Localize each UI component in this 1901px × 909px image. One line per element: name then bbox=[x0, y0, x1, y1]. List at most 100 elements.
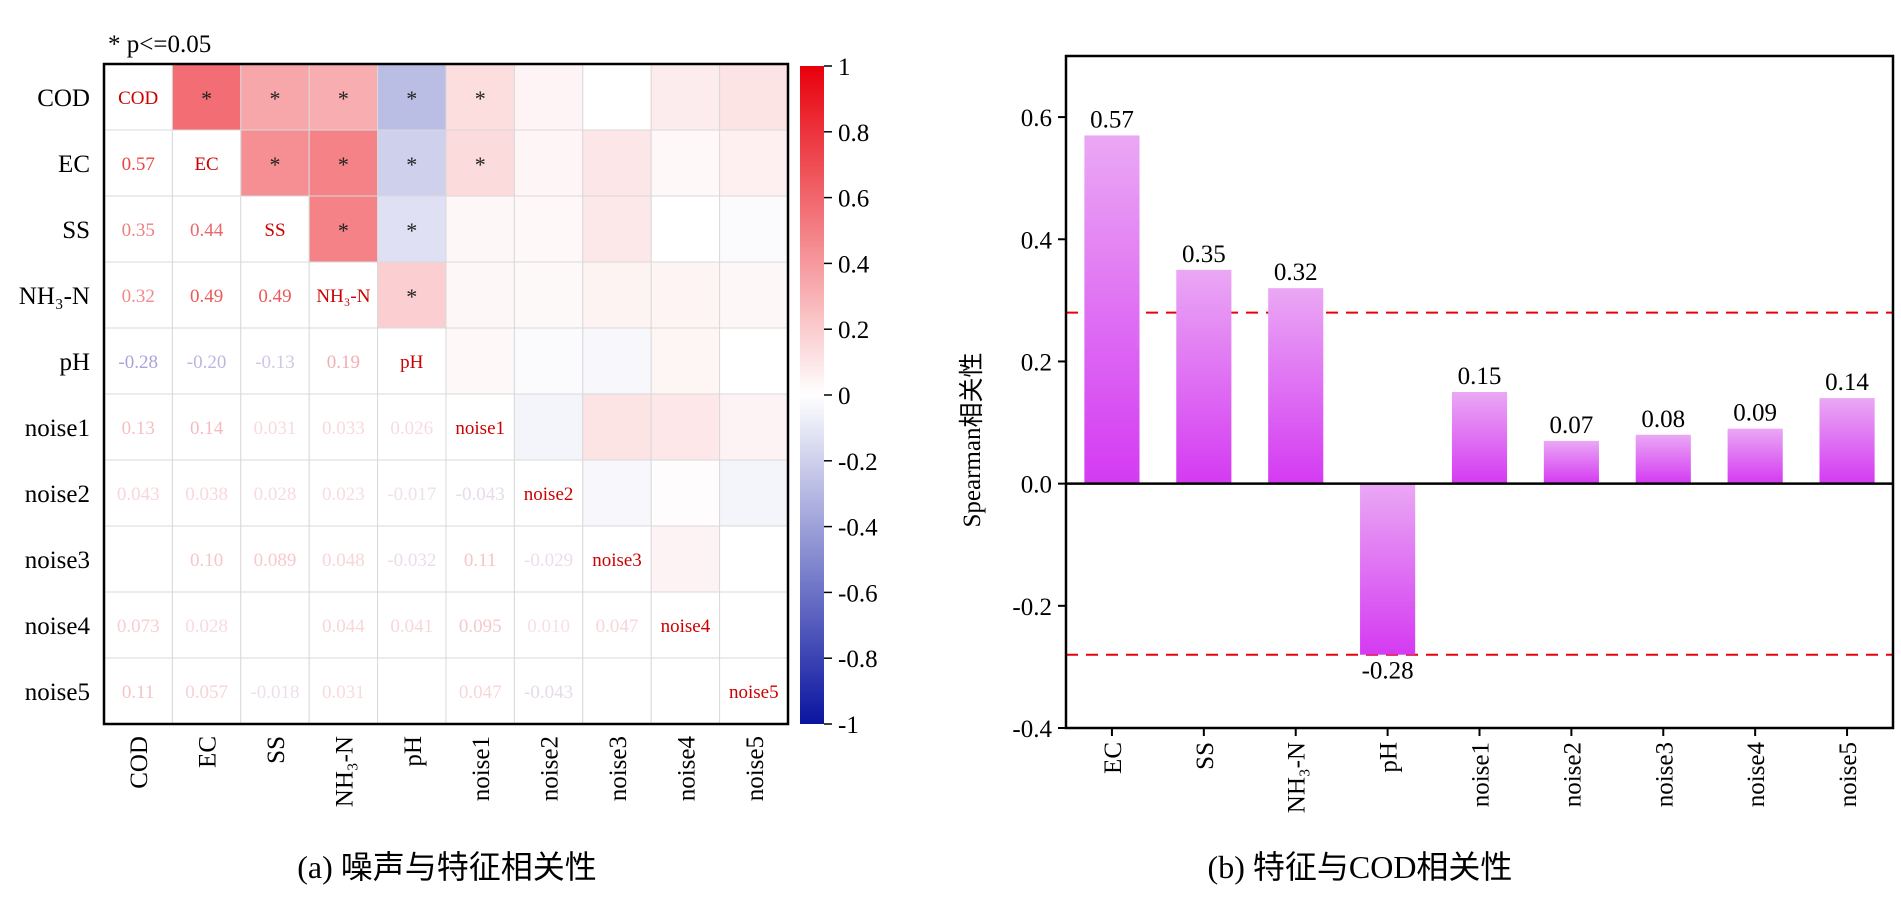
colorbar-tick-label: -0.4 bbox=[838, 515, 878, 542]
coefficient-label: -0.13 bbox=[255, 352, 295, 373]
significance-star: * bbox=[270, 152, 281, 177]
coefficient-label: 0.10 bbox=[190, 550, 223, 571]
coefficient-label: 0.32 bbox=[122, 286, 155, 307]
coefficient-label: 0.089 bbox=[254, 550, 297, 571]
significance-note: * p<=0.05 bbox=[108, 31, 211, 58]
bar-value-label: 0.08 bbox=[1641, 406, 1685, 433]
y-tick-label: 0.2 bbox=[1021, 349, 1052, 376]
heatmap-cell bbox=[582, 591, 652, 659]
x-tick-label: pH bbox=[1376, 742, 1403, 773]
heatmap-cell bbox=[650, 327, 721, 395]
heatmap-cell bbox=[171, 129, 242, 197]
heatmap-cell bbox=[308, 525, 379, 593]
diagonal-label: NH₃-N bbox=[316, 286, 370, 307]
bar bbox=[1543, 440, 1599, 484]
coefficient-label: 0.048 bbox=[322, 550, 365, 571]
diagonal-label: noise5 bbox=[729, 682, 779, 703]
heatmap-cell bbox=[719, 195, 789, 263]
significance-star: * bbox=[406, 86, 417, 111]
heatmap-cell bbox=[240, 459, 310, 527]
heatmap-cell bbox=[582, 195, 652, 263]
heatmap-cell bbox=[308, 657, 379, 725]
significance-star: * bbox=[475, 152, 486, 177]
heatmap-cell bbox=[445, 459, 515, 527]
heatmap-cell bbox=[308, 591, 379, 659]
heatmap-cell bbox=[719, 327, 789, 395]
cod-correlation-bar-chart: 0.57 0.35 0.32 -0.28 0.15 0.07 0.08 0.09 0.14 0.… bbox=[958, 54, 1895, 813]
significance-star: * bbox=[338, 218, 349, 243]
coefficient-label: 0.041 bbox=[390, 616, 433, 637]
row-label: SS bbox=[62, 217, 90, 244]
heatmap-cell bbox=[582, 327, 652, 395]
bar-value-label: 0.15 bbox=[1458, 363, 1502, 390]
coefficient-label: -0.20 bbox=[187, 352, 227, 373]
significance-star: * bbox=[270, 86, 281, 111]
heatmap-cell bbox=[240, 327, 310, 395]
caption-b: (b) 特征与COD相关性 bbox=[1208, 849, 1513, 885]
diagonal-label: noise2 bbox=[524, 484, 574, 505]
y-tick-label: -0.2 bbox=[1012, 594, 1052, 621]
coefficient-label: 0.057 bbox=[185, 682, 228, 703]
heatmap-cell bbox=[513, 393, 584, 461]
y-tick-label: 0.6 bbox=[1021, 105, 1052, 132]
colorbar: 1 0.8 0.6 0.4 0.2 0 -0.2 -0.4 -0.6 -0.8 -1 bbox=[800, 54, 878, 739]
diagonal-label: EC bbox=[194, 154, 218, 175]
coefficient-label: -0.28 bbox=[118, 352, 158, 373]
heatmap-cell bbox=[650, 525, 721, 593]
heatmap-cell bbox=[377, 459, 447, 527]
heatmap-cell bbox=[308, 393, 379, 461]
x-tick-label: noise5 bbox=[1835, 742, 1862, 807]
heatmap-cell bbox=[513, 591, 584, 659]
x-tick-label: noise1 bbox=[1468, 742, 1495, 807]
heatmap-cell bbox=[719, 591, 789, 659]
x-tick-label: noise4 bbox=[1743, 742, 1770, 808]
y-tick-label: -0.4 bbox=[1012, 716, 1052, 743]
coefficient-label: 0.49 bbox=[190, 286, 223, 307]
bar bbox=[1084, 135, 1140, 484]
bar-value-label: -0.28 bbox=[1362, 658, 1414, 685]
heatmap-cell bbox=[103, 591, 173, 659]
coefficient-label: -0.032 bbox=[387, 550, 436, 571]
heatmap-cell bbox=[650, 591, 721, 659]
diagonal-label: noise4 bbox=[661, 616, 711, 637]
heatmap-cell bbox=[308, 63, 379, 131]
heatmap-cell bbox=[171, 195, 242, 263]
heatmap-cell bbox=[308, 459, 379, 527]
bar-value-label: 0.07 bbox=[1550, 412, 1594, 439]
diagonal-label: SS bbox=[264, 220, 285, 241]
bar-value-label: 0.09 bbox=[1733, 400, 1777, 427]
heatmap-cell bbox=[650, 459, 721, 527]
significance-star: * bbox=[406, 284, 417, 309]
heatmap-cell bbox=[650, 129, 721, 197]
bar-value-label: 0.35 bbox=[1182, 241, 1226, 268]
heatmap-cell bbox=[171, 591, 242, 659]
heatmap-cell bbox=[650, 63, 721, 131]
heatmap-cell bbox=[171, 393, 242, 461]
heatmap-cell bbox=[445, 195, 515, 263]
row-label: noise5 bbox=[25, 679, 90, 706]
heatmap-cell bbox=[513, 261, 584, 329]
column-label: EC bbox=[195, 736, 222, 768]
heatmap-cell bbox=[377, 195, 447, 263]
heatmap-cell bbox=[582, 525, 652, 593]
heatmap-cell bbox=[650, 195, 721, 263]
heatmap-cell bbox=[377, 657, 447, 725]
coefficient-label: 0.047 bbox=[596, 616, 639, 637]
significance-star: * bbox=[406, 152, 417, 177]
heatmap-cell bbox=[513, 195, 584, 263]
x-tick-label: noise3 bbox=[1651, 742, 1678, 807]
heatmap-cell bbox=[445, 525, 515, 593]
coefficient-label: 0.010 bbox=[527, 616, 570, 637]
heatmap-cell bbox=[308, 195, 379, 263]
row-label: NH₃-N bbox=[19, 283, 90, 310]
diagonal-label: COD bbox=[118, 88, 158, 109]
y-tick-label: 0.0 bbox=[1021, 472, 1052, 499]
significance-star: * bbox=[475, 86, 486, 111]
bar bbox=[1635, 434, 1691, 484]
heatmap-cell bbox=[377, 261, 447, 329]
bar bbox=[1176, 269, 1232, 484]
y-tick-label: 0.4 bbox=[1021, 227, 1053, 254]
coefficient-label: 0.026 bbox=[390, 418, 433, 439]
bar bbox=[1451, 392, 1508, 484]
heatmap-cell bbox=[445, 129, 515, 197]
